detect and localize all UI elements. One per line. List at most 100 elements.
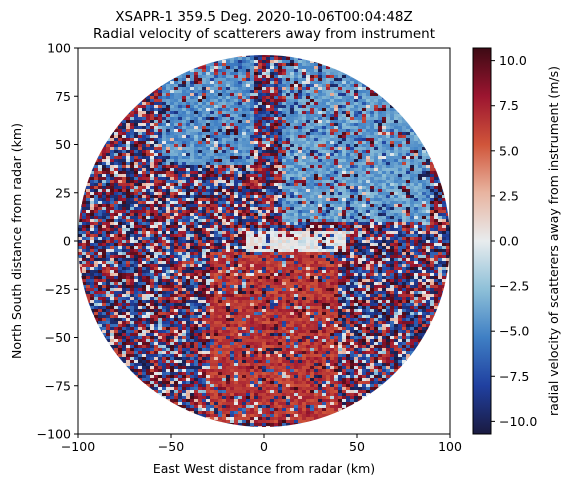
velocity-cell bbox=[350, 225, 354, 228]
velocity-cell bbox=[114, 243, 118, 246]
velocity-cell bbox=[182, 177, 186, 180]
velocity-cell bbox=[434, 219, 438, 222]
velocity-cell bbox=[166, 207, 170, 210]
velocity-cell bbox=[438, 234, 442, 237]
velocity-cell bbox=[134, 153, 138, 156]
velocity-cell bbox=[166, 117, 170, 120]
velocity-cell bbox=[254, 63, 258, 66]
velocity-cell bbox=[238, 186, 242, 189]
velocity-cell bbox=[318, 75, 322, 78]
velocity-cell bbox=[438, 219, 442, 222]
velocity-cell bbox=[442, 192, 446, 195]
velocity-cell bbox=[82, 207, 86, 210]
velocity-cell bbox=[174, 156, 178, 159]
velocity-cell bbox=[166, 192, 170, 195]
velocity-cell bbox=[102, 204, 106, 207]
velocity-cell bbox=[154, 93, 158, 96]
velocity-cell bbox=[182, 171, 186, 174]
velocity-cell bbox=[138, 243, 142, 246]
velocity-cell bbox=[214, 102, 218, 105]
velocity-cell bbox=[418, 180, 422, 183]
velocity-cell bbox=[286, 135, 290, 138]
velocity-cell bbox=[346, 126, 350, 129]
velocity-cell bbox=[90, 213, 94, 216]
velocity-cell bbox=[382, 123, 386, 126]
velocity-cell bbox=[150, 153, 154, 156]
velocity-cell bbox=[274, 105, 278, 108]
velocity-cell bbox=[286, 180, 290, 183]
velocity-cell bbox=[254, 123, 258, 126]
velocity-cell bbox=[154, 177, 158, 180]
velocity-cell bbox=[234, 162, 238, 165]
velocity-cell bbox=[266, 234, 270, 237]
velocity-cell bbox=[258, 168, 262, 171]
velocity-cell bbox=[222, 198, 226, 201]
velocity-cell bbox=[270, 138, 274, 141]
velocity-cell bbox=[430, 222, 434, 225]
velocity-cell bbox=[338, 75, 342, 78]
velocity-cell bbox=[146, 207, 150, 210]
velocity-cell bbox=[194, 81, 198, 84]
velocity-cell bbox=[146, 108, 150, 111]
velocity-cell bbox=[98, 249, 102, 252]
velocity-cell bbox=[202, 72, 206, 75]
velocity-cell bbox=[306, 231, 310, 234]
velocity-cell bbox=[242, 126, 246, 129]
velocity-cell bbox=[226, 237, 230, 240]
velocity-cell bbox=[234, 84, 238, 87]
velocity-cell bbox=[298, 237, 302, 240]
velocity-cell bbox=[174, 180, 178, 183]
velocity-cell bbox=[382, 222, 386, 225]
velocity-cell bbox=[326, 207, 330, 210]
velocity-cell bbox=[298, 150, 302, 153]
velocity-cell bbox=[390, 147, 394, 150]
velocity-cell bbox=[106, 180, 110, 183]
velocity-cell bbox=[310, 60, 314, 63]
velocity-cell bbox=[306, 120, 310, 123]
velocity-cell bbox=[210, 195, 214, 198]
velocity-cell bbox=[130, 192, 134, 195]
velocity-cell bbox=[174, 186, 178, 189]
velocity-cell bbox=[222, 204, 226, 207]
velocity-cell bbox=[278, 156, 282, 159]
velocity-cell bbox=[242, 78, 246, 81]
velocity-cell bbox=[246, 150, 250, 153]
velocity-cell bbox=[286, 99, 290, 102]
velocity-cell bbox=[174, 177, 178, 180]
velocity-cell bbox=[378, 183, 382, 186]
velocity-cell bbox=[238, 81, 242, 84]
velocity-cell bbox=[186, 126, 190, 129]
velocity-cell bbox=[326, 195, 330, 198]
velocity-cell bbox=[310, 234, 314, 237]
velocity-cell bbox=[202, 207, 206, 210]
velocity-cell bbox=[242, 141, 246, 144]
velocity-cell bbox=[362, 216, 366, 219]
velocity-cell bbox=[374, 189, 378, 192]
velocity-cell bbox=[266, 84, 270, 87]
velocity-cell bbox=[110, 213, 114, 216]
velocity-cell bbox=[382, 156, 386, 159]
velocity-cell bbox=[162, 225, 166, 228]
velocity-cell bbox=[270, 87, 274, 90]
velocity-cell bbox=[330, 87, 334, 90]
velocity-cell bbox=[338, 228, 342, 231]
velocity-cell bbox=[138, 195, 142, 198]
velocity-cell bbox=[278, 168, 282, 171]
velocity-cell bbox=[398, 219, 402, 222]
velocity-cell bbox=[354, 87, 358, 90]
velocity-cell bbox=[142, 135, 146, 138]
velocity-cell bbox=[310, 228, 314, 231]
velocity-cell bbox=[278, 75, 282, 78]
velocity-cell bbox=[170, 87, 174, 90]
velocity-cell bbox=[418, 246, 422, 249]
velocity-cell bbox=[186, 102, 190, 105]
velocity-cell bbox=[282, 55, 286, 57]
velocity-cell bbox=[398, 192, 402, 195]
velocity-cell bbox=[150, 135, 154, 138]
velocity-cell bbox=[234, 108, 238, 111]
velocity-cell bbox=[318, 222, 322, 225]
velocity-cell bbox=[406, 234, 410, 237]
velocity-cell bbox=[290, 150, 294, 153]
velocity-cell bbox=[322, 201, 326, 204]
velocity-cell bbox=[274, 57, 278, 60]
